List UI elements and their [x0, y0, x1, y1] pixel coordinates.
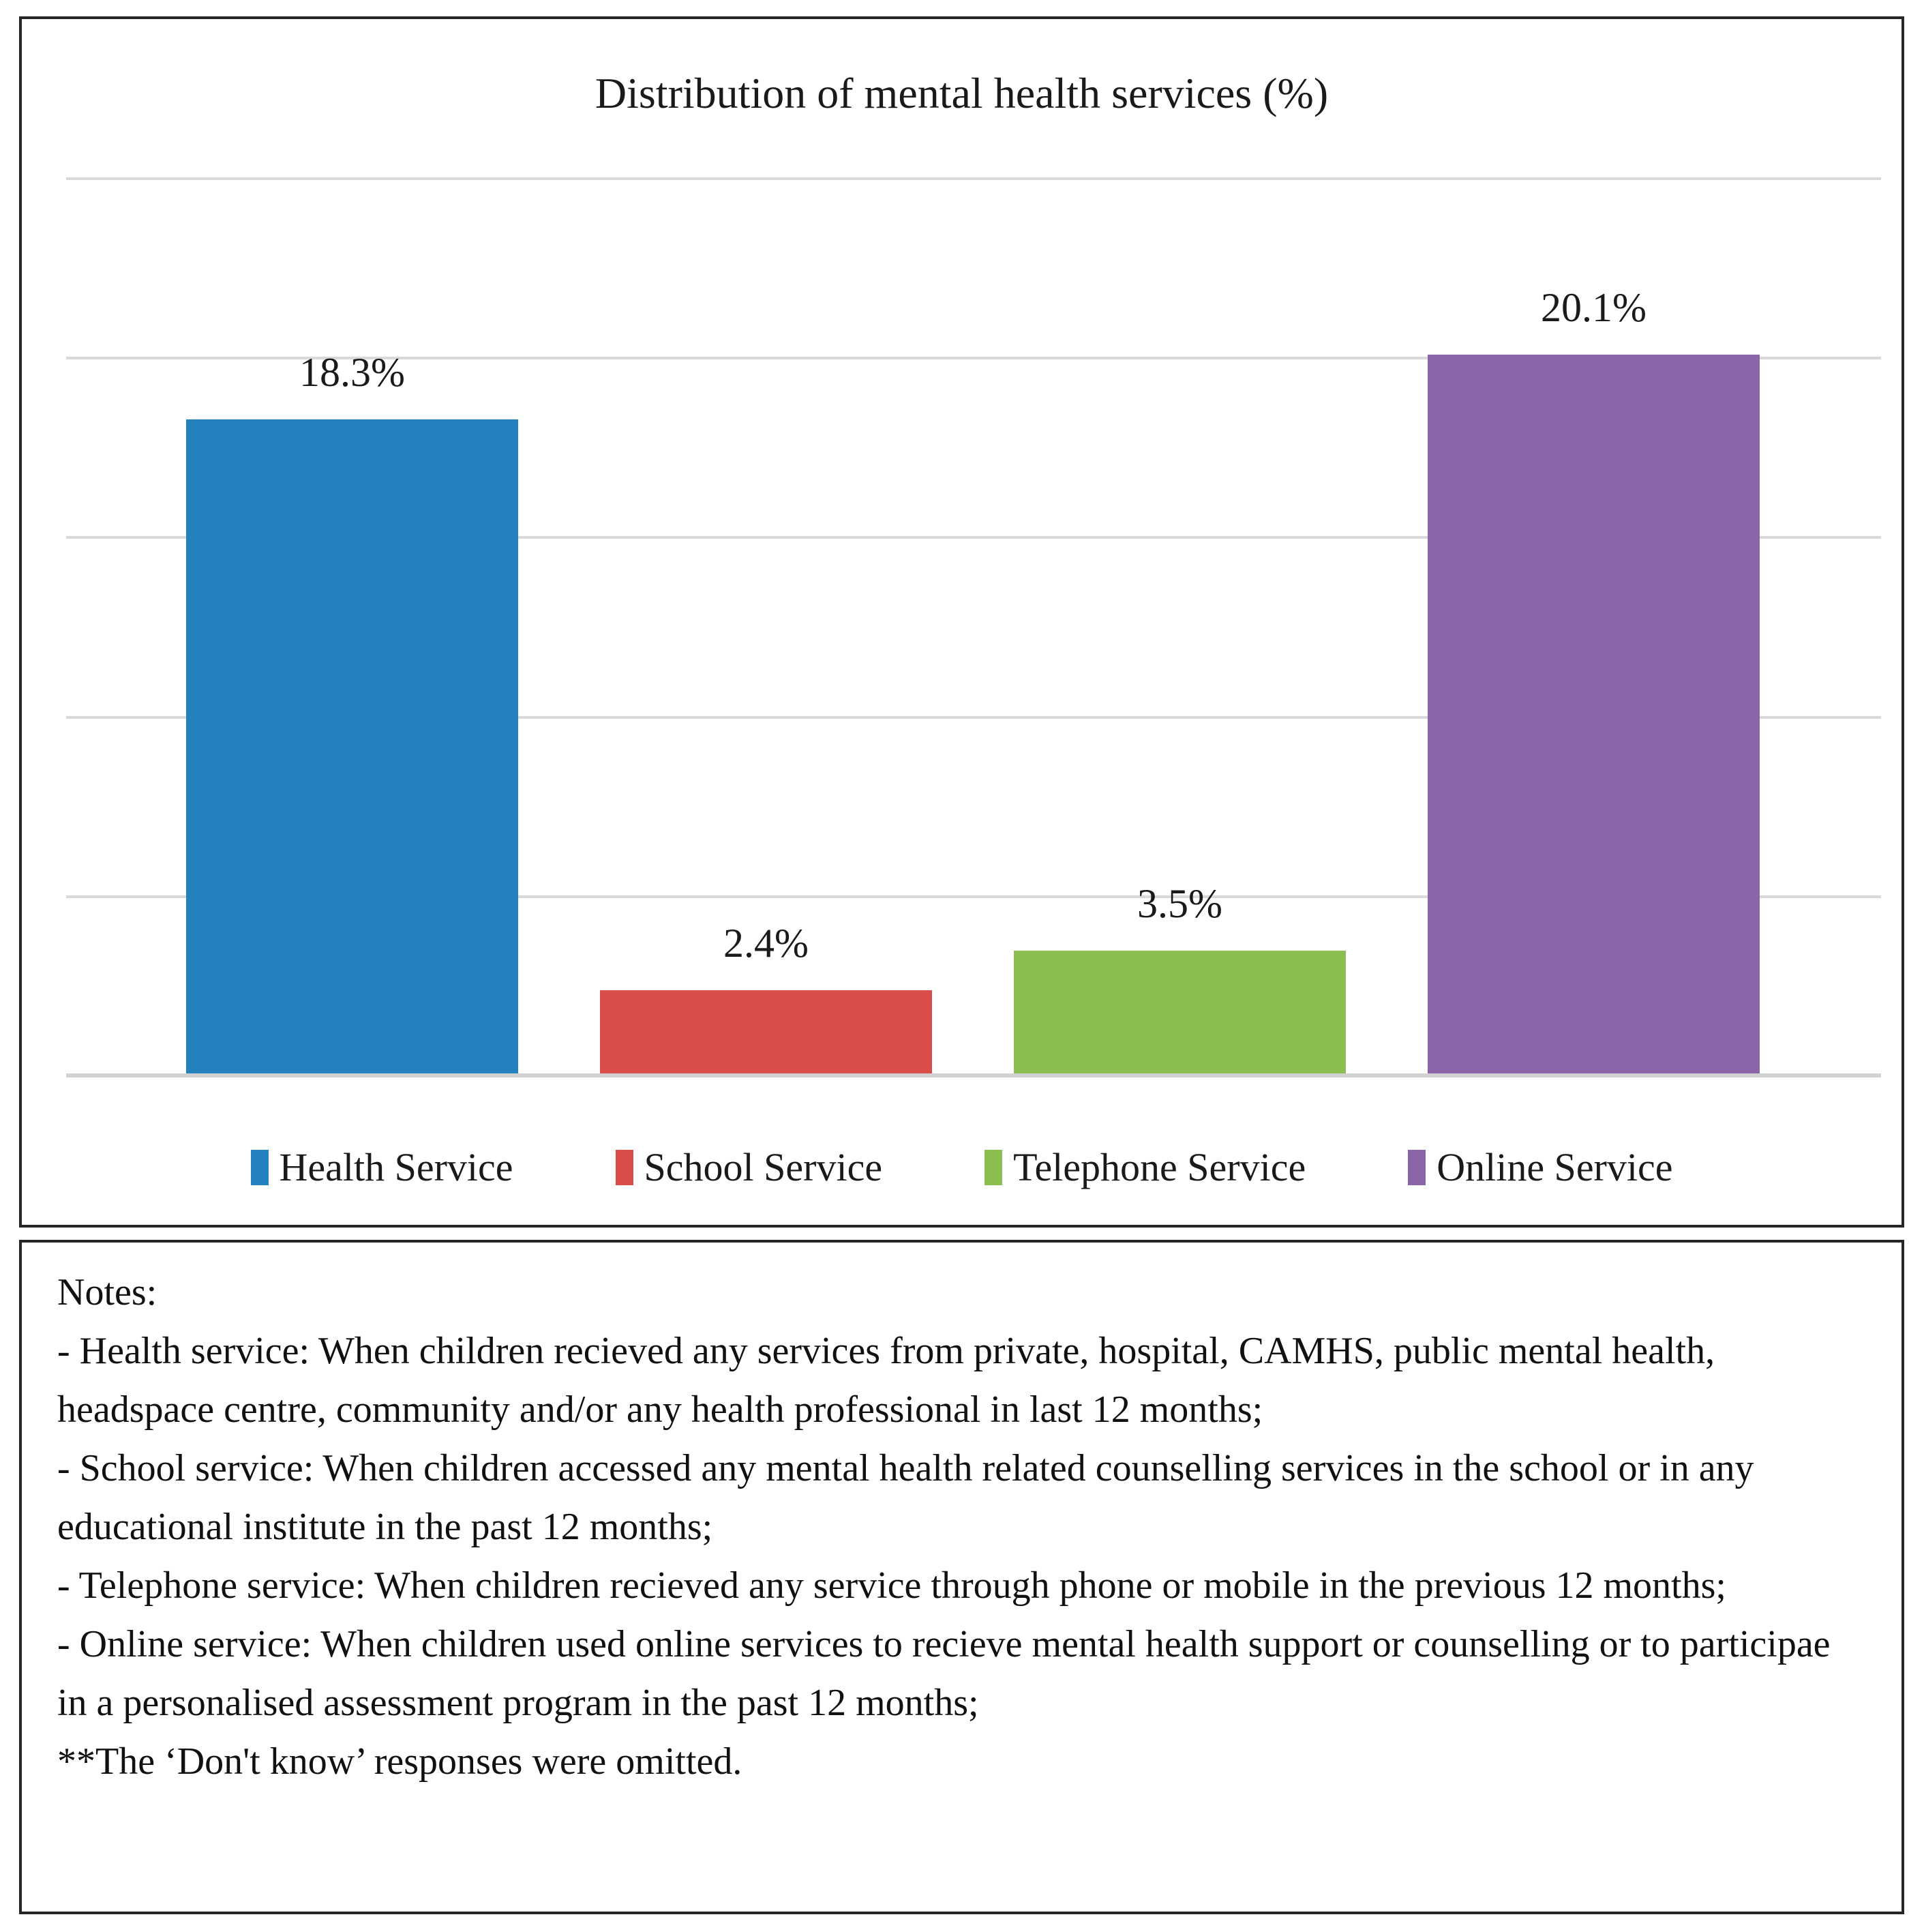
legend-swatch — [615, 1149, 633, 1185]
gridline — [66, 177, 1881, 180]
legend-swatch — [250, 1149, 269, 1185]
note-item: - Health service: When children recieved… — [57, 1330, 1715, 1431]
legend-swatch — [1408, 1149, 1426, 1185]
legend-item-health-service: Health Service — [250, 1144, 513, 1190]
plot-area: 18.3% 2.4% 3.5% 20.1% — [66, 177, 1881, 1078]
bar-school-service — [600, 990, 932, 1076]
gridline — [66, 715, 1881, 719]
chart-panel: Distribution of mental health services (… — [19, 16, 1904, 1228]
legend-item-school-service: School Service — [615, 1144, 883, 1190]
notes-panel: Notes: - Health service: When children r… — [19, 1240, 1904, 1914]
bar-telephone-service — [1014, 950, 1346, 1076]
x-axis-line — [66, 1073, 1881, 1078]
note-item: - Telephone service: When children recie… — [57, 1564, 1726, 1607]
note-item: - School service: When children accessed… — [57, 1447, 1754, 1548]
gridline — [66, 357, 1881, 360]
data-label: 18.3% — [299, 349, 405, 395]
data-label: 2.4% — [723, 920, 809, 966]
gridline — [66, 895, 1881, 898]
legend-swatch — [984, 1149, 1003, 1185]
bar-health-service — [186, 419, 518, 1076]
notes-title: Notes: — [57, 1271, 157, 1313]
legend-label: School Service — [644, 1145, 883, 1189]
data-label: 20.1% — [1541, 284, 1647, 330]
chart-legend: Health Service School Service Telephone Se… — [22, 1144, 1902, 1190]
bar-online-service — [1428, 354, 1760, 1076]
note-item: **The ‘Don't know’ responses were omitte… — [57, 1740, 742, 1783]
chart-title: Distribution of mental health services (… — [595, 69, 1329, 117]
notes-body: - Health service: When children recieved… — [57, 1322, 1866, 1791]
note-item: - Online service: When children used onl… — [57, 1623, 1831, 1724]
legend-label: Health Service — [279, 1145, 513, 1189]
legend-label: Telephone Service — [1013, 1145, 1306, 1189]
legend-item-online-service: Online Service — [1408, 1144, 1672, 1190]
legend-item-telephone-service: Telephone Service — [984, 1144, 1306, 1190]
gridline — [66, 536, 1881, 539]
data-label: 3.5% — [1137, 880, 1222, 926]
legend-label: Online Service — [1437, 1145, 1673, 1189]
